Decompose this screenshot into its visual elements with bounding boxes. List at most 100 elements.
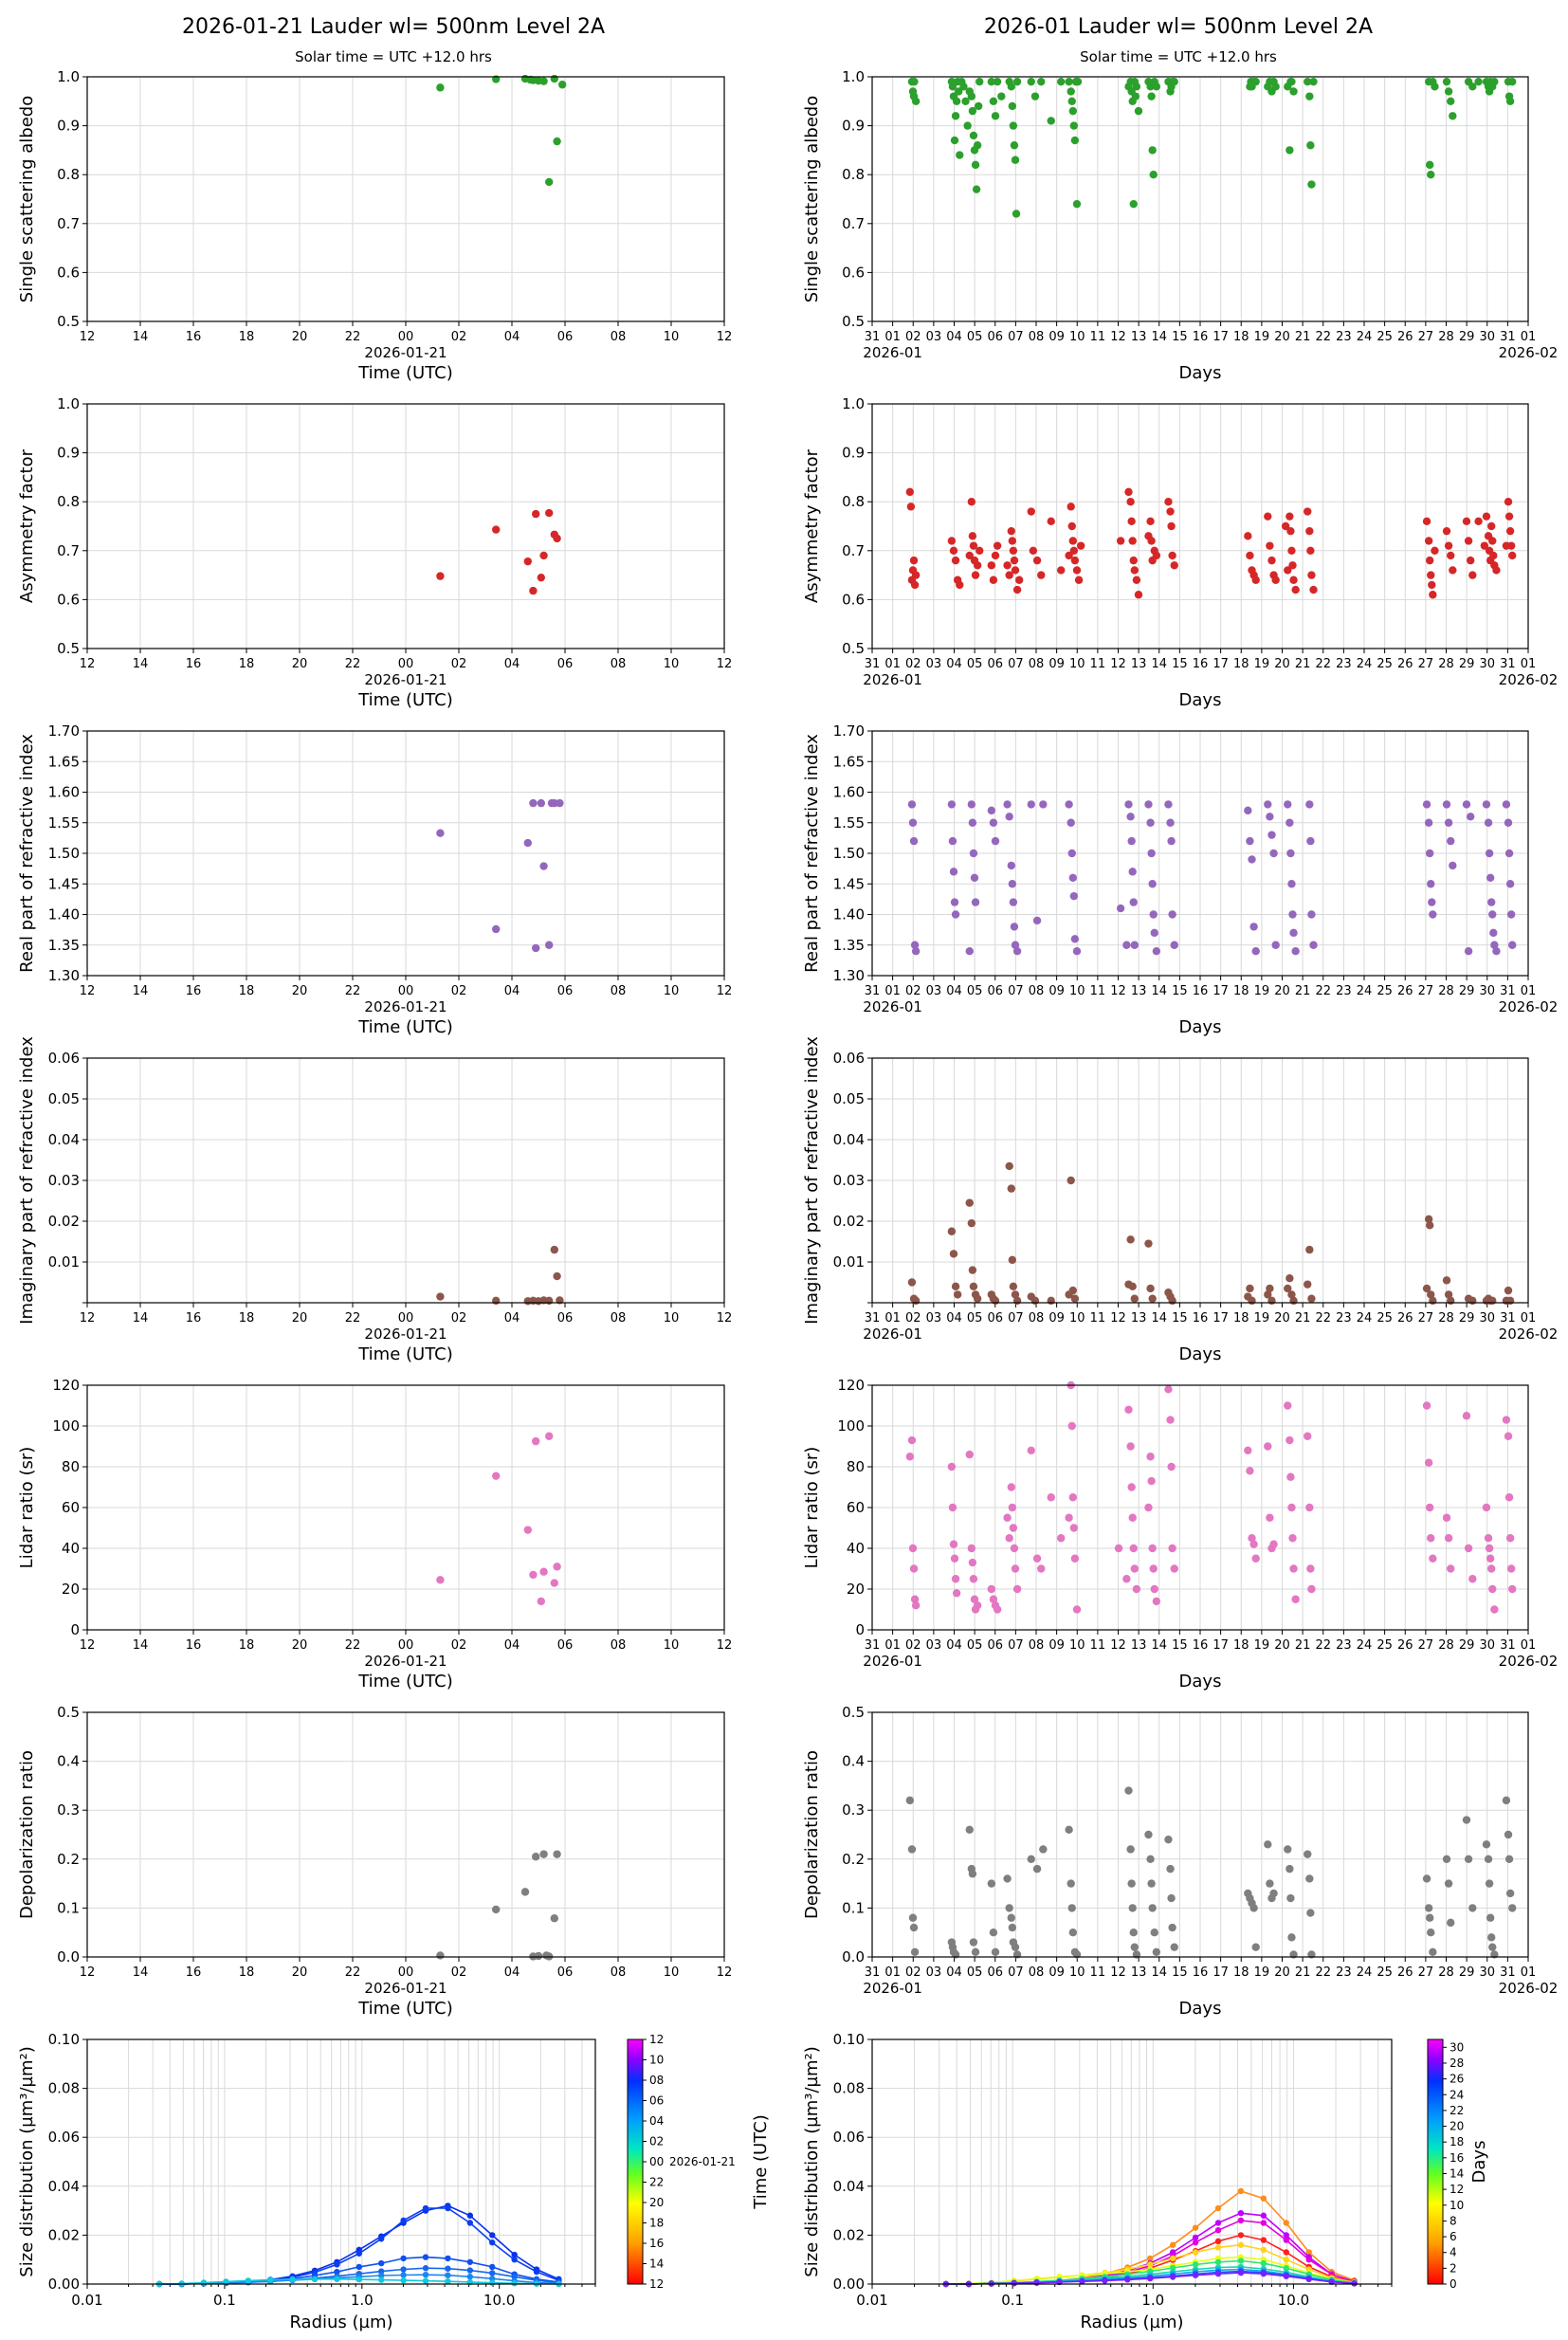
monthly-albedo-point bbox=[1309, 77, 1318, 86]
monthly-imagri-point bbox=[1266, 1284, 1274, 1293]
monthly-depol-xtick-label: 24 bbox=[1357, 1965, 1373, 1980]
monthly-imagri-ylabel: Imaginary part of refractive index bbox=[802, 1036, 822, 1325]
monthly-lidar-xtick-label: 24 bbox=[1357, 1638, 1373, 1653]
monthly-sizedist-series-point bbox=[1192, 2224, 1199, 2231]
daily-sizedist-xtick-label: 10.0 bbox=[483, 2292, 515, 2309]
monthly-depol-point bbox=[1144, 1830, 1153, 1839]
daily-sizedist-series-point bbox=[400, 2255, 407, 2262]
monthly-realri-xtick-label: 27 bbox=[1418, 984, 1434, 998]
monthly-sizedist-series-point bbox=[1260, 2270, 1267, 2277]
monthly-asym-point bbox=[1286, 526, 1295, 536]
monthly-lidar-point bbox=[1146, 1453, 1155, 1461]
monthly-asym-point bbox=[1126, 498, 1135, 506]
daily-imagri-ytick-label: 0.06 bbox=[48, 1050, 80, 1067]
monthly-imagri-point bbox=[1305, 1245, 1314, 1254]
daily-asym-xtick-label: 20 bbox=[292, 657, 308, 671]
daily-sizedist-series-point bbox=[466, 2258, 474, 2265]
monthly-sizedist-series-point bbox=[1260, 2259, 1267, 2267]
daily-albedo-point bbox=[550, 74, 558, 83]
monthly-depol-point bbox=[907, 1845, 917, 1854]
monthly-asym-point bbox=[1288, 561, 1297, 570]
daily-lidar-ytick-label: 40 bbox=[62, 1540, 80, 1557]
monthly-imagri-xtick-label: 05 bbox=[967, 1311, 983, 1325]
monthly-asym-point bbox=[1167, 521, 1176, 531]
daily-lidar-xtick-label: 10 bbox=[664, 1638, 680, 1653]
monthly-lidar-point bbox=[1285, 1435, 1294, 1445]
monthly-imagri-xtick-label: 26 bbox=[1397, 1311, 1413, 1325]
monthly-realri-point bbox=[1485, 849, 1494, 858]
monthly-albedo-point bbox=[1011, 155, 1020, 164]
monthly-asym-point bbox=[1005, 571, 1013, 579]
monthly-asym-point bbox=[1168, 551, 1176, 560]
monthly-realri-point bbox=[1267, 831, 1276, 839]
monthly-albedo-point bbox=[910, 77, 919, 86]
daily-lidar-point bbox=[550, 1579, 558, 1587]
daily-sizedist-series-point bbox=[422, 2254, 429, 2260]
daily-asym-ytick-label: 1.0 bbox=[57, 395, 80, 412]
monthly-asym-point bbox=[1267, 556, 1276, 565]
monthly-realri-point bbox=[1072, 947, 1082, 956]
monthly-lidar-point bbox=[1012, 1584, 1022, 1594]
monthly-sizedist-xtick-label: 0.1 bbox=[1001, 2292, 1024, 2309]
monthly-lidar-point bbox=[1008, 1503, 1017, 1512]
monthly-depol-xtick-label: 13 bbox=[1131, 1965, 1147, 1980]
monthly-imagri-point bbox=[1011, 1290, 1020, 1299]
monthly-sizedist-series-point bbox=[1260, 2220, 1267, 2226]
monthly-realri-point bbox=[1164, 800, 1173, 809]
monthly-asym-point bbox=[1067, 521, 1076, 531]
monthly-lidar-point bbox=[1504, 1432, 1513, 1440]
daily-asym-point bbox=[532, 509, 540, 519]
monthly-lidar-point bbox=[965, 1450, 974, 1459]
monthly-lidar-xtick-label: 09 bbox=[1048, 1638, 1065, 1653]
daily-lidar-ylabel: Lidar ratio (sr) bbox=[17, 1447, 37, 1569]
monthly-imagri-xtick-label: 17 bbox=[1212, 1311, 1229, 1325]
monthly-albedo-xtick-label: 27 bbox=[1418, 330, 1434, 344]
monthly-realri-point bbox=[1264, 800, 1272, 809]
monthly-lidar-point bbox=[1427, 1534, 1435, 1543]
daily-sizedist-series-point bbox=[289, 2276, 296, 2283]
monthly-depol-xtick-label: 29 bbox=[1459, 1965, 1475, 1980]
monthly-lidar-xtick-label: 20 bbox=[1274, 1638, 1290, 1653]
daily-asym-ytick-label: 0.6 bbox=[57, 591, 80, 608]
monthly-asym-point bbox=[1124, 487, 1133, 497]
monthly-asym-point bbox=[1032, 556, 1042, 565]
daily-imagri-point bbox=[436, 1292, 445, 1301]
monthly-albedo-point bbox=[1251, 77, 1260, 86]
days-colorbar-title: Days bbox=[1469, 2141, 1489, 2184]
monthly-asym-point bbox=[967, 498, 976, 506]
monthly-realri-point bbox=[1246, 836, 1254, 846]
daily-lidar-xtick-label: 08 bbox=[611, 1638, 627, 1653]
monthly-asym-point bbox=[973, 561, 982, 570]
daily-sizedist-series-point bbox=[266, 2276, 274, 2283]
monthly-lidar-point bbox=[1249, 1540, 1258, 1548]
daily-realri-ytick-label: 1.70 bbox=[48, 722, 80, 740]
monthly-realri-point bbox=[951, 910, 960, 919]
monthly-realri-ytick-label: 1.60 bbox=[833, 784, 865, 801]
daily-depol-point bbox=[534, 1951, 543, 1961]
monthly-lidar-point bbox=[1037, 1564, 1046, 1573]
monthly-lidar-point bbox=[1291, 1595, 1300, 1603]
monthly-sizedist-xtick-label: 1.0 bbox=[1141, 2292, 1164, 2309]
monthly-realri-point bbox=[1289, 928, 1298, 938]
monthly-albedo-point bbox=[1012, 77, 1022, 86]
monthly-asym-point bbox=[1116, 537, 1125, 545]
monthly-asym-point bbox=[1307, 571, 1316, 579]
monthly-realri-xtick-label: 16 bbox=[1193, 984, 1209, 998]
monthly-imagri-point bbox=[1429, 1296, 1437, 1306]
monthly-imagri-frame bbox=[871, 1057, 1529, 1304]
monthly-asym-point bbox=[1306, 546, 1315, 555]
daily-lidar-ytick-label: 60 bbox=[62, 1499, 80, 1516]
monthly-lidar-point bbox=[1007, 1483, 1015, 1491]
daily-depol-point bbox=[436, 1951, 445, 1960]
monthly-asym-point bbox=[991, 551, 1000, 560]
daily-imagri-ytick-label: 0.04 bbox=[48, 1131, 80, 1148]
monthly-asym-point bbox=[1027, 507, 1035, 516]
monthly-asym-point bbox=[1449, 566, 1457, 575]
monthly-depol-point bbox=[968, 1870, 977, 1878]
monthly-asym-point bbox=[1504, 512, 1514, 521]
monthly-asym-point bbox=[1068, 537, 1077, 545]
monthly-realri-xtick-label: 21 bbox=[1295, 984, 1311, 998]
daily-sizedist-series-point bbox=[334, 2276, 340, 2283]
daily-albedo-points bbox=[436, 74, 567, 187]
monthly-depol-xtick-label: 26 bbox=[1397, 1965, 1413, 1980]
